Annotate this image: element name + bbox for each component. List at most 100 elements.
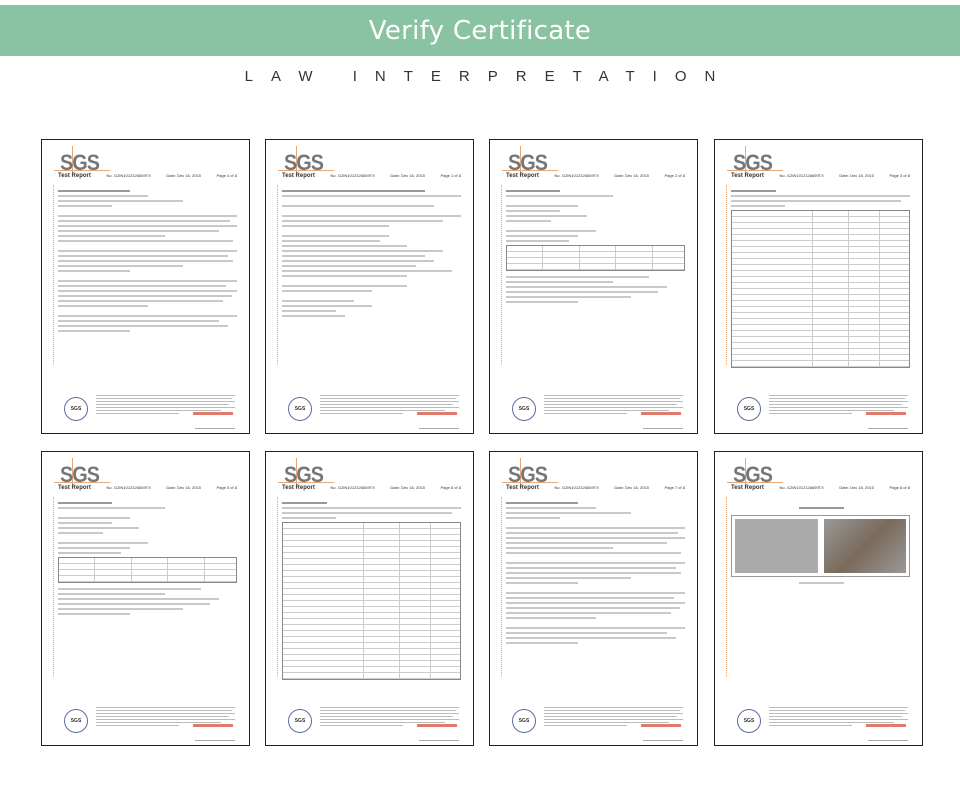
report-title: Test Report xyxy=(58,173,91,179)
sgs-seal-icon: SGS xyxy=(512,397,536,421)
text-line xyxy=(506,632,668,634)
text-line xyxy=(58,552,121,554)
text-line xyxy=(58,507,166,509)
text-line xyxy=(320,395,459,396)
report-date: Date: Dec 18, 2015 xyxy=(390,485,425,490)
text-line xyxy=(282,305,372,307)
text-line xyxy=(320,713,459,714)
logo-rule xyxy=(72,458,73,488)
certificate-page[interactable]: SGS Test Report No. GZIN1012126659TX Dat… xyxy=(41,451,250,746)
report-header: Test Report No. GZIN1012126659TX Date: D… xyxy=(58,173,237,179)
text-line xyxy=(282,240,381,242)
certificate-page[interactable]: SGS Test Report No. GZIN1012126659TX Dat… xyxy=(714,451,923,746)
side-rule xyxy=(501,497,503,677)
report-body xyxy=(58,502,237,618)
report-footer: SGS xyxy=(500,705,687,741)
banner-title: Verify Certificate xyxy=(368,15,592,46)
report-page: Page 7 of 8 xyxy=(664,485,685,490)
logo-rule xyxy=(502,482,558,483)
text-line xyxy=(506,577,632,579)
text-line xyxy=(506,527,685,529)
logo-rule xyxy=(520,146,521,176)
member-line xyxy=(195,428,235,429)
serial-number-stamp xyxy=(641,412,681,415)
text-line xyxy=(320,401,459,402)
text-line xyxy=(731,205,785,207)
text-line xyxy=(320,407,459,408)
member-line xyxy=(868,428,908,429)
report-date: Date: Dec 18, 2015 xyxy=(614,173,649,178)
text-line xyxy=(58,225,237,227)
text-line xyxy=(544,410,670,411)
report-header: Test Report No. GZIN1012126659TX Date: D… xyxy=(731,173,910,179)
certificate-page[interactable]: SGS Test Report No. GZIN1012126659TX Dat… xyxy=(489,139,698,434)
text-line xyxy=(506,517,560,519)
logo-rule xyxy=(278,170,334,171)
logo-rule xyxy=(745,458,746,488)
serial-number-stamp xyxy=(193,412,233,415)
text-line xyxy=(58,190,130,192)
logo-rule xyxy=(278,482,334,483)
text-line xyxy=(58,502,112,504)
text-line xyxy=(58,305,148,307)
section-subtitle: LAW INTERPRETATION xyxy=(244,68,734,85)
text-line xyxy=(544,713,683,714)
text-line xyxy=(769,401,908,402)
text-line xyxy=(58,235,166,237)
text-line xyxy=(544,413,628,414)
report-number: No. GZIN1012126659TX xyxy=(330,173,375,178)
text-line xyxy=(58,613,130,615)
sgs-seal-icon: SGS xyxy=(288,397,312,421)
text-line xyxy=(282,290,372,292)
certificate-page[interactable]: SGS Test Report No. GZIN1012126659TX Dat… xyxy=(265,139,474,434)
text-line xyxy=(282,215,461,217)
side-rule xyxy=(53,497,55,677)
text-line xyxy=(96,398,233,399)
certificate-page[interactable]: SGS Test Report No. GZIN1012126659TX Dat… xyxy=(265,451,474,746)
text-line xyxy=(506,562,685,564)
text-line xyxy=(544,722,670,723)
text-line xyxy=(320,404,454,405)
certificate-page[interactable]: SGS Test Report No. GZIN1012126659TX Dat… xyxy=(41,139,250,434)
logo-rule xyxy=(296,458,297,488)
report-number: No. GZIN1012126659TX xyxy=(554,485,599,490)
text-line xyxy=(96,407,235,408)
text-line xyxy=(506,617,596,619)
text-line xyxy=(769,410,895,411)
report-number: No. GZIN1012126659TX xyxy=(106,173,151,178)
text-line xyxy=(96,395,235,396)
text-line xyxy=(58,527,139,529)
sample-photo xyxy=(823,519,906,573)
text-line xyxy=(506,190,560,192)
text-line xyxy=(58,260,234,262)
text-line xyxy=(282,245,408,247)
text-line xyxy=(58,230,220,232)
report-title: Test Report xyxy=(282,485,315,491)
text-line xyxy=(96,725,180,726)
title-banner: Verify Certificate xyxy=(0,5,960,56)
side-rule xyxy=(53,185,55,365)
text-line xyxy=(96,410,222,411)
report-footer: SGS xyxy=(725,705,912,741)
text-line xyxy=(320,413,404,414)
side-rule xyxy=(726,497,728,677)
text-line xyxy=(506,532,678,534)
logo-rule xyxy=(54,170,110,171)
text-line xyxy=(506,215,587,217)
certificate-page[interactable]: SGS Test Report No. GZIN1012126659TX Dat… xyxy=(714,139,923,434)
text-line xyxy=(282,265,417,267)
member-line xyxy=(643,740,683,741)
certificate-page[interactable]: SGS Test Report No. GZIN1012126659TX Dat… xyxy=(489,451,698,746)
text-line xyxy=(544,710,681,711)
text-line xyxy=(320,725,404,726)
logo-rule xyxy=(502,170,558,171)
text-line xyxy=(320,410,446,411)
side-rule xyxy=(501,185,503,365)
report-footer: SGS xyxy=(52,393,239,429)
text-line xyxy=(544,716,678,717)
text-line xyxy=(506,502,578,504)
text-line xyxy=(506,597,675,599)
text-line xyxy=(769,725,853,726)
text-line xyxy=(769,398,906,399)
text-line xyxy=(282,220,444,222)
